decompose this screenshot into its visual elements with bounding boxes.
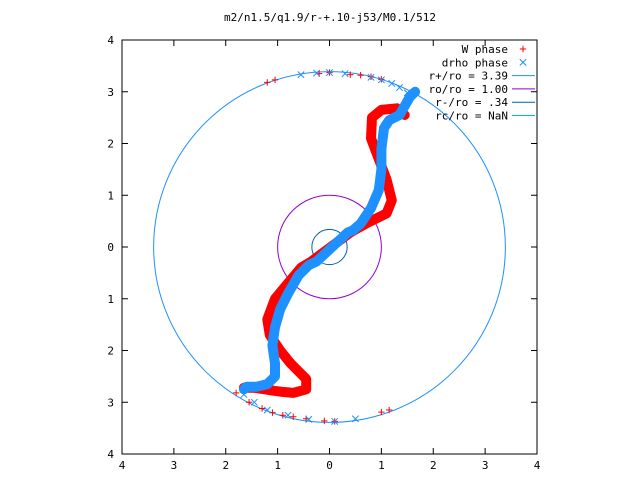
data-point bbox=[264, 79, 271, 86]
legend-label: r-/ro = .34 bbox=[435, 96, 508, 109]
data-point bbox=[403, 89, 411, 97]
legend-label: rc/ro = NaN bbox=[435, 110, 508, 123]
data-point bbox=[297, 71, 305, 79]
x-tick-label: 0 bbox=[326, 459, 333, 472]
data-point bbox=[357, 71, 364, 79]
y-tick-label: 3 bbox=[107, 396, 114, 409]
x-tick-label: 2 bbox=[430, 459, 437, 472]
legend-label: r+/ro = 3.39 bbox=[429, 70, 508, 83]
chart-title: m2/n1.5/q1.9/r-+.10-j53/M0.1/512 bbox=[224, 11, 436, 24]
circle-r-/ro = .34 bbox=[311, 228, 348, 266]
data-point bbox=[232, 389, 240, 397]
y-tick-label: 0 bbox=[107, 241, 114, 254]
legend-marker bbox=[519, 45, 527, 53]
y-tick-label: 4 bbox=[107, 34, 114, 47]
x-tick-label: 1 bbox=[378, 459, 385, 472]
data-point bbox=[245, 399, 253, 406]
y-tick-label: 2 bbox=[107, 138, 114, 151]
data-point bbox=[271, 76, 279, 84]
x-tick-label: 3 bbox=[171, 459, 178, 472]
y-tick-label: 4 bbox=[107, 448, 114, 461]
circle-ro/ro = 1.00 bbox=[277, 194, 382, 300]
series-band bbox=[238, 86, 421, 395]
legend-label: ro/ro = 1.00 bbox=[429, 83, 508, 96]
data-point bbox=[388, 79, 396, 88]
plot-area bbox=[153, 69, 506, 425]
data-point bbox=[325, 69, 334, 77]
legend-label: drho phase bbox=[442, 56, 508, 69]
data-point bbox=[331, 417, 339, 425]
x-tick-label: 1 bbox=[274, 459, 281, 472]
data-point bbox=[378, 408, 385, 416]
data-point bbox=[250, 398, 258, 406]
data-point bbox=[312, 69, 321, 77]
data-point bbox=[263, 406, 271, 414]
x-tick-label: 4 bbox=[534, 459, 541, 472]
y-tick-label: 2 bbox=[107, 345, 114, 358]
data-point bbox=[395, 84, 404, 92]
data-point bbox=[377, 76, 385, 84]
y-tick-label: 1 bbox=[107, 293, 114, 306]
legend-label: W phase bbox=[462, 43, 508, 56]
y-tick-label: 3 bbox=[107, 86, 114, 99]
data-point bbox=[385, 406, 393, 414]
y-tick-label: 1 bbox=[107, 189, 114, 202]
legend-marker bbox=[519, 58, 527, 66]
x-tick-label: 4 bbox=[119, 459, 126, 472]
data-point bbox=[279, 411, 287, 419]
data-point bbox=[240, 390, 248, 399]
data-point bbox=[351, 415, 359, 423]
data-point bbox=[341, 70, 349, 78]
x-tick-label: 2 bbox=[222, 459, 229, 472]
data-point bbox=[305, 415, 313, 423]
data-point bbox=[321, 417, 328, 425]
data-point bbox=[367, 73, 375, 81]
data-point bbox=[284, 411, 292, 419]
data-point bbox=[289, 413, 297, 420]
data-point bbox=[258, 405, 266, 412]
data-point bbox=[347, 71, 354, 78]
x-tick-label: 3 bbox=[482, 459, 489, 472]
